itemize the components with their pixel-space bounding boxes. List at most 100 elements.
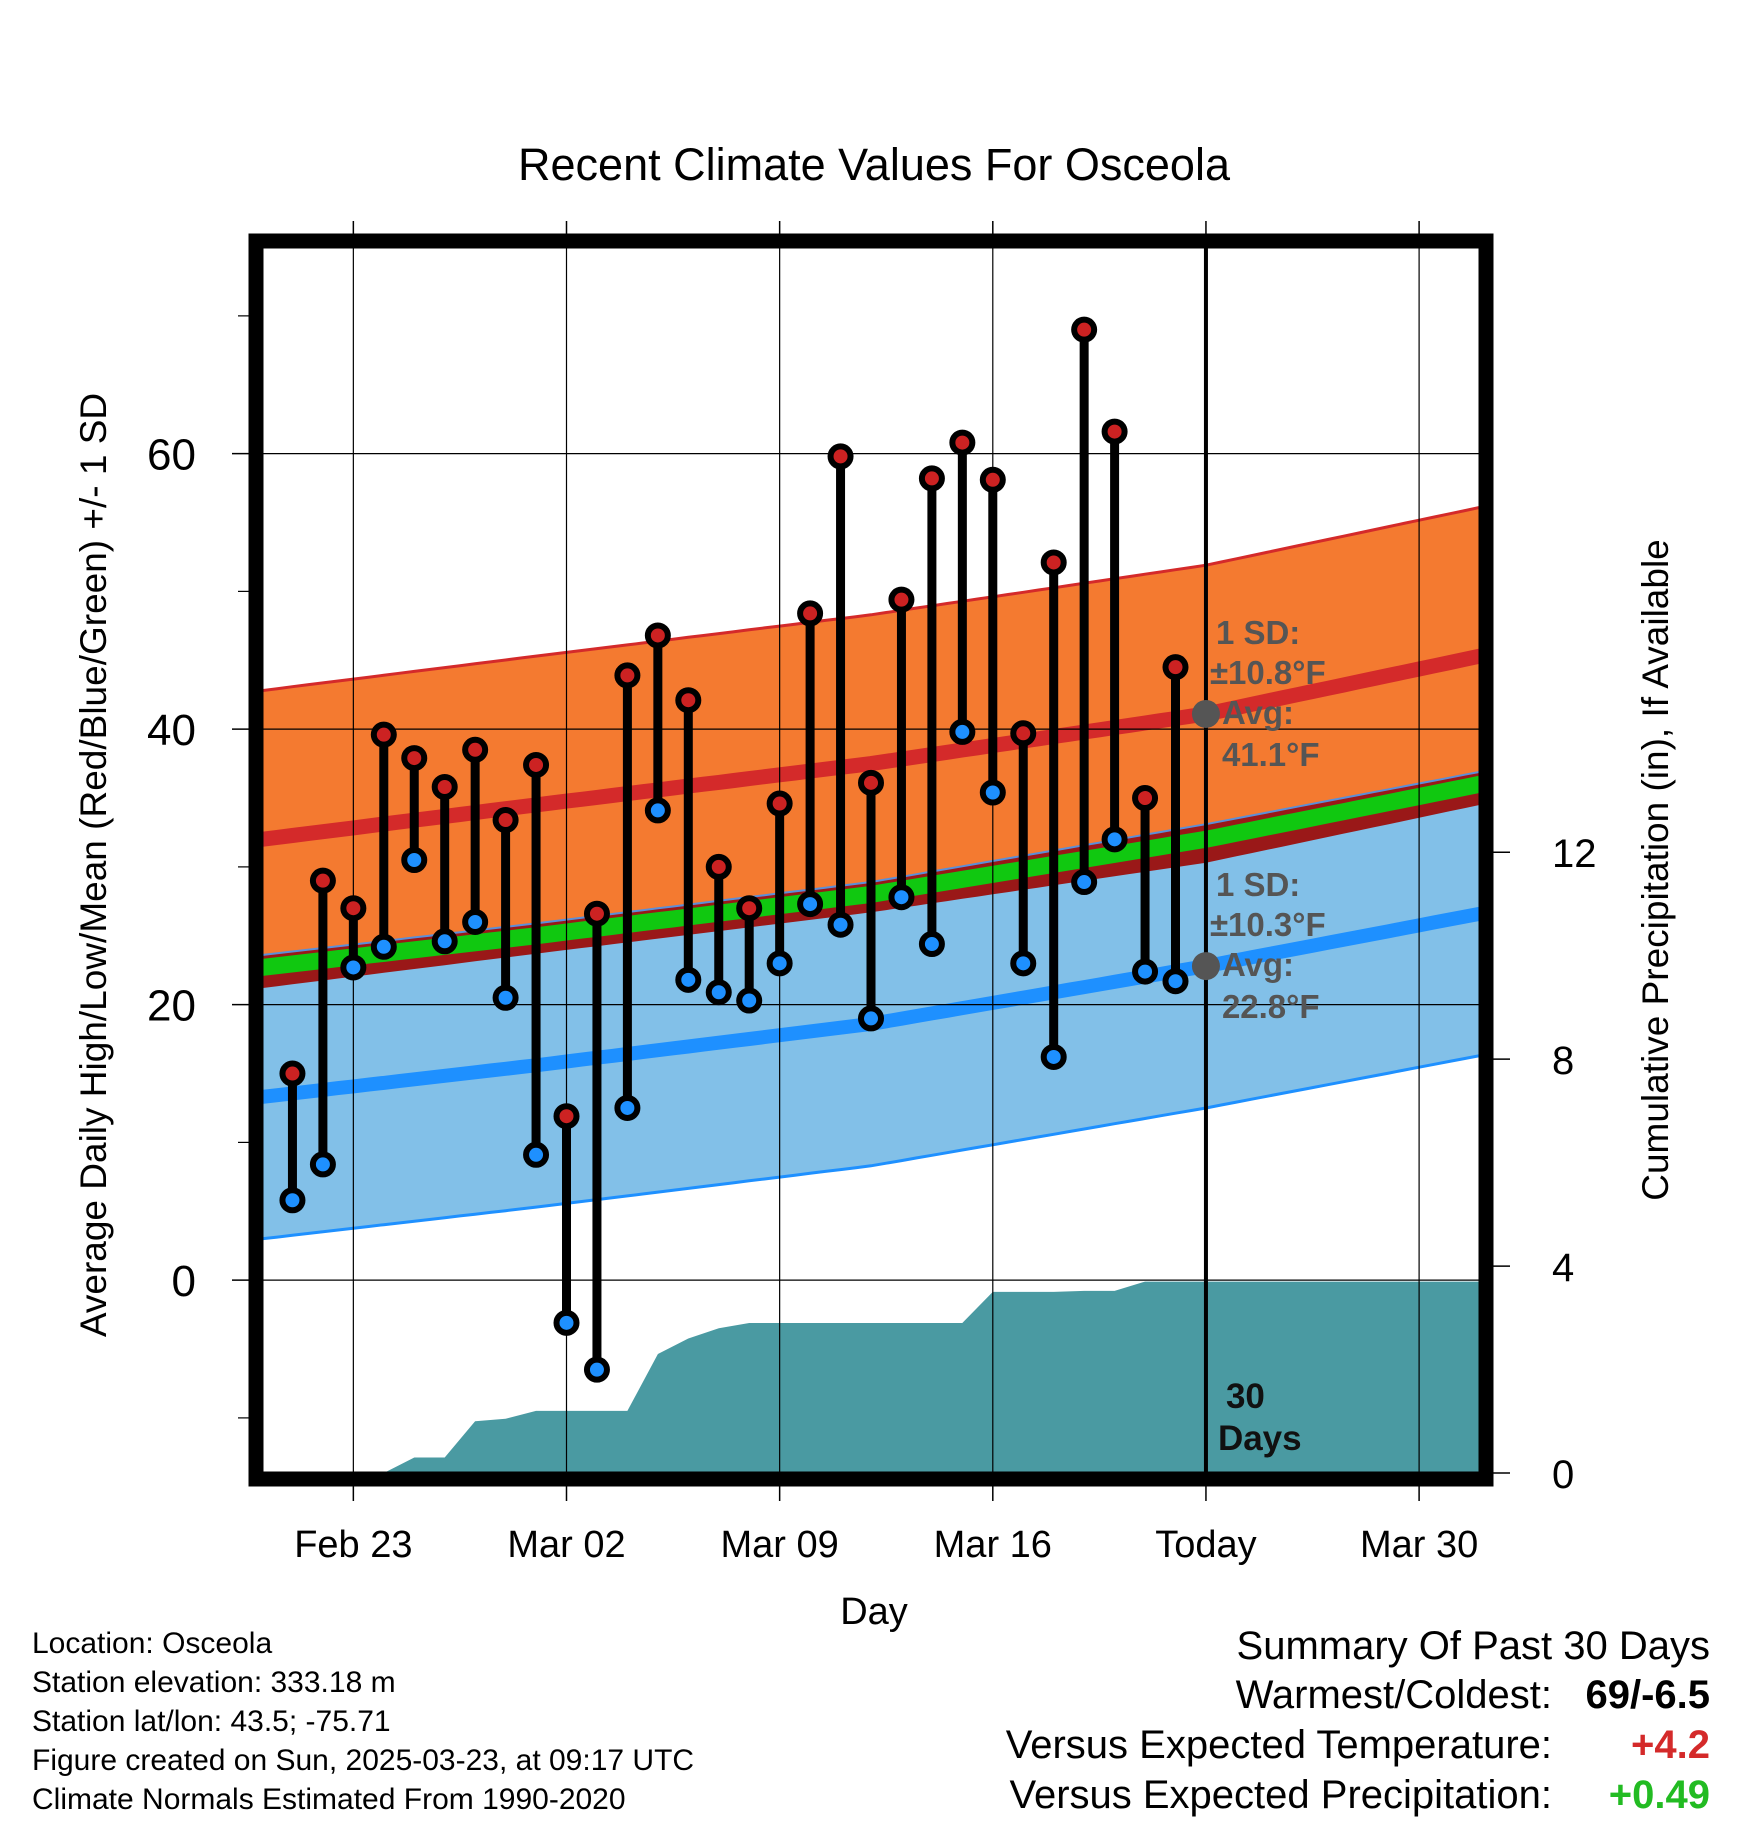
low-lower-sd-line [262, 1054, 1480, 1241]
high-point [949, 429, 976, 456]
precip-departure-label: Versus Expected Precipitation: [1009, 1773, 1552, 1817]
summary-panel: Summary Of Past 30 Days Warmest/Coldest:… [1006, 1622, 1710, 1820]
low-point [1162, 968, 1189, 995]
y2-tick-label: 4 [1552, 1246, 1574, 1290]
temp-departure-value: +4.2 [1631, 1723, 1710, 1767]
sd-annotation-text: Avg: [1222, 946, 1294, 983]
low-point [675, 966, 702, 993]
high-point [1010, 720, 1037, 747]
high-point [309, 867, 336, 894]
high-point [1071, 316, 1098, 343]
latlon-text: Station lat/lon: 43.5; -75.71 [32, 1705, 391, 1738]
high-point [279, 1060, 306, 1087]
low-point [705, 979, 732, 1006]
x-tick-label: Mar 16 [934, 1524, 1052, 1566]
low-point [1071, 869, 1098, 896]
high-point [644, 622, 671, 649]
sd-annotation-text: 22.8°F [1222, 988, 1320, 1025]
low-point [979, 779, 1006, 806]
y-tick-label: 20 [147, 982, 196, 1031]
low-point [492, 984, 519, 1011]
x-tick-label: Feb 23 [294, 1524, 412, 1566]
y-axis-label: Average Daily High/Low/Mean (Red/Blue/Gr… [73, 393, 114, 1337]
high-point [553, 1103, 580, 1130]
low-point [1132, 958, 1159, 985]
low-point [918, 931, 945, 958]
period-label: Days [1218, 1419, 1302, 1458]
today-normal-marker [1191, 699, 1220, 728]
period-label: 30 [1226, 1377, 1265, 1416]
summary-row-temp: Versus Expected Temperature: +4.2 [1006, 1720, 1710, 1770]
high-point [858, 769, 884, 796]
low-point [614, 1094, 641, 1121]
low-point [553, 1309, 580, 1336]
high-point [583, 900, 610, 927]
high-point [1040, 549, 1067, 576]
chart-title: Recent Climate Values For Osceola [518, 139, 1231, 190]
low-point [797, 891, 824, 918]
high-normal-line [262, 648, 1480, 847]
y-tick-label: 60 [147, 431, 196, 480]
low-point [279, 1187, 306, 1214]
sd-annotation-text: Avg: [1222, 694, 1294, 731]
today-normal-marker [1191, 952, 1220, 981]
y2-tick-label: 12 [1552, 832, 1597, 876]
station-info: Location: Osceola Station elevation: 333… [32, 1624, 694, 1819]
y-tick-label: 0 [172, 1257, 196, 1306]
x-tick-label: Mar 30 [1360, 1524, 1478, 1566]
high-point [1162, 654, 1189, 681]
summary-row-warmest: Warmest/Coldest: 69/-6.5 [1006, 1670, 1710, 1720]
y2-tick-label: 0 [1552, 1453, 1574, 1497]
summary-title: Summary Of Past 30 Days [1236, 1624, 1710, 1668]
low-point [1101, 826, 1128, 853]
high-point [675, 687, 702, 714]
high-point [918, 465, 945, 492]
high-point [1101, 418, 1128, 445]
warmest-label: Warmest/Coldest: [1235, 1673, 1552, 1717]
x-tick-label: Mar 09 [721, 1524, 839, 1566]
low-point [766, 950, 793, 977]
low-point [644, 797, 671, 824]
low-point [583, 1356, 610, 1383]
low-point [1040, 1043, 1067, 1070]
location-text: Location: Osceola [32, 1627, 273, 1660]
low-point [827, 911, 854, 938]
high-point [736, 895, 763, 922]
summary-row-precip: Versus Expected Precipitation: +0.49 [1006, 1770, 1710, 1820]
high-point [705, 853, 732, 880]
sd-annotation-text: 41.1°F [1222, 736, 1320, 773]
sd-annotation-text: 1 SD: [1216, 866, 1300, 903]
precip-departure-value: +0.49 [1608, 1773, 1710, 1817]
low-point [736, 987, 763, 1014]
low-point [949, 718, 976, 745]
high-point [888, 586, 915, 613]
sd-annotation-text: ±10.8°F [1210, 654, 1326, 691]
warmest-value: 69/-6.5 [1585, 1673, 1710, 1717]
high-point [462, 736, 489, 763]
high-point [979, 466, 1006, 493]
high-point [492, 807, 519, 834]
created-text: Figure created on Sun, 2025-03-23, at 09… [32, 1744, 695, 1777]
low-point [462, 908, 489, 935]
x-tick-label: Today [1155, 1524, 1256, 1566]
high-point [340, 895, 367, 922]
sd-annotation-text: ±10.3°F [1210, 906, 1326, 943]
high-point [431, 773, 458, 800]
high-point [614, 662, 641, 689]
high-point [370, 721, 397, 748]
elevation-text: Station elevation: 333.18 m [32, 1666, 396, 1699]
x-tick-label: Mar 02 [507, 1524, 625, 1566]
low-point [1010, 950, 1037, 977]
low-point [370, 933, 397, 960]
high-point [401, 745, 428, 772]
high-point [523, 751, 550, 778]
sd-annotation-text: 1 SD: [1216, 614, 1300, 651]
low-point [858, 1005, 884, 1032]
high-point [827, 443, 854, 470]
high-point [766, 790, 793, 817]
high-point [1132, 785, 1159, 812]
temp-departure-label: Versus Expected Temperature: [1005, 1723, 1552, 1767]
low-point [523, 1141, 550, 1168]
